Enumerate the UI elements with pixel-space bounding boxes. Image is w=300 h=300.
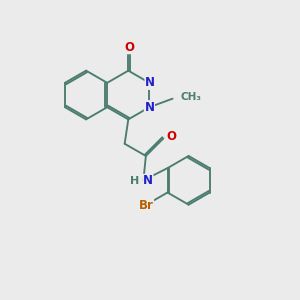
Text: N: N <box>143 174 153 188</box>
Text: O: O <box>167 130 176 143</box>
Text: N: N <box>144 101 154 114</box>
Text: Br: Br <box>139 199 154 212</box>
Text: H: H <box>130 176 140 186</box>
Text: CH₃: CH₃ <box>181 92 202 102</box>
Text: N: N <box>145 76 155 89</box>
Text: O: O <box>124 41 134 54</box>
